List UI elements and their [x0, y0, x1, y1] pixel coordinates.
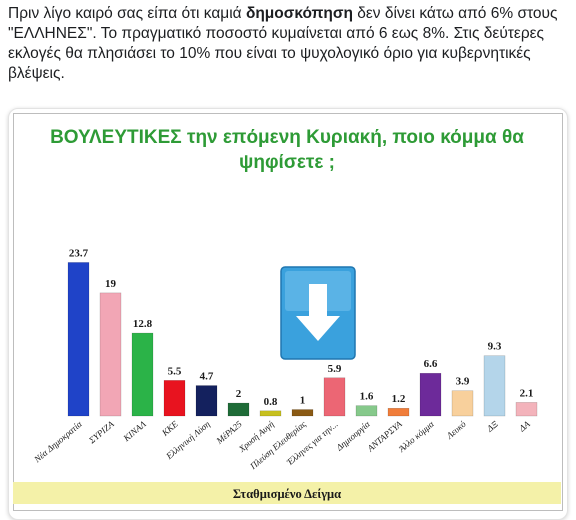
value-label-4: 5.5 — [168, 365, 182, 377]
category-label-13: Λευκό — [444, 419, 468, 442]
value-label-10: 1.6 — [360, 391, 374, 403]
bar-6 — [227, 402, 250, 417]
value-label-3: 12.8 — [133, 318, 153, 330]
chart-footer: Σταθμισμένο Δείγμα — [233, 487, 341, 501]
value-label-7: 0.8 — [264, 396, 278, 408]
value-label-15: 2.1 — [520, 387, 534, 399]
bar-chart: ΒΟΥΛΕΥΤΙΚΕΣ την επόμενη Κυριακή, ποιο κό… — [13, 127, 561, 504]
bar-12 — [419, 372, 442, 417]
down-arrow-icon — [280, 266, 356, 360]
value-label-1: 23.7 — [69, 247, 89, 259]
bar-5 — [195, 385, 218, 417]
category-label-4: ΚΚΕ — [159, 419, 180, 439]
category-label-2: ΣΥΡΙΖΑ — [86, 419, 116, 446]
bar-13 — [451, 390, 474, 417]
post-text-bold: δημοσκόπηση — [245, 5, 353, 22]
value-label-11: 1.2 — [392, 393, 406, 405]
image-card[interactable]: ΒΟΥΛΕΥΤΙΚΕΣ την επόμενη Κυριακή, ποιο κό… — [8, 108, 568, 520]
value-label-13: 3.9 — [456, 376, 470, 388]
value-label-2: 19 — [105, 278, 117, 290]
bar-7 — [259, 410, 282, 417]
category-label-3: ΚΙΝΑΛ — [121, 419, 148, 444]
category-label-12: Άλλο κόμμα — [396, 419, 436, 455]
footer-band — [13, 482, 561, 504]
bar-10 — [355, 405, 378, 417]
value-label-9: 5.9 — [328, 363, 342, 375]
bar-14 — [483, 355, 506, 417]
category-label-6: ΜέΡΑ25 — [214, 419, 244, 447]
chart-title-line2: ψηφίσετε ; — [239, 152, 335, 173]
bar-4 — [163, 380, 186, 417]
bar-1 — [67, 262, 90, 417]
value-label-8: 1 — [300, 395, 306, 407]
chart-title-line1: ΒΟΥΛΕΥΤΙΚΕΣ την επόμενη Κυριακή, ποιο κό… — [50, 127, 524, 148]
bar-15 — [515, 402, 538, 417]
bar-3 — [131, 332, 154, 417]
category-label-8: Πλεύση Ελευθερίας — [247, 419, 308, 472]
bar-2 — [99, 292, 122, 417]
bar-9 — [323, 377, 346, 417]
category-label-1: Νέα Δημοκρατία — [31, 419, 84, 465]
value-label-5: 4.7 — [200, 371, 214, 383]
value-label-6: 2 — [236, 388, 242, 400]
value-label-12: 6.6 — [424, 358, 438, 370]
bar-11 — [387, 407, 410, 417]
value-label-14: 9.3 — [488, 341, 502, 353]
bar-8 — [291, 409, 314, 417]
category-label-14: ΔΞ — [484, 419, 500, 435]
chart-frame — [13, 113, 563, 511]
category-label-15: ΔΑ — [516, 419, 532, 435]
post-text: Πριν λίγο καιρό σας είπα ότι καμιά δημοσ… — [8, 5, 558, 82]
